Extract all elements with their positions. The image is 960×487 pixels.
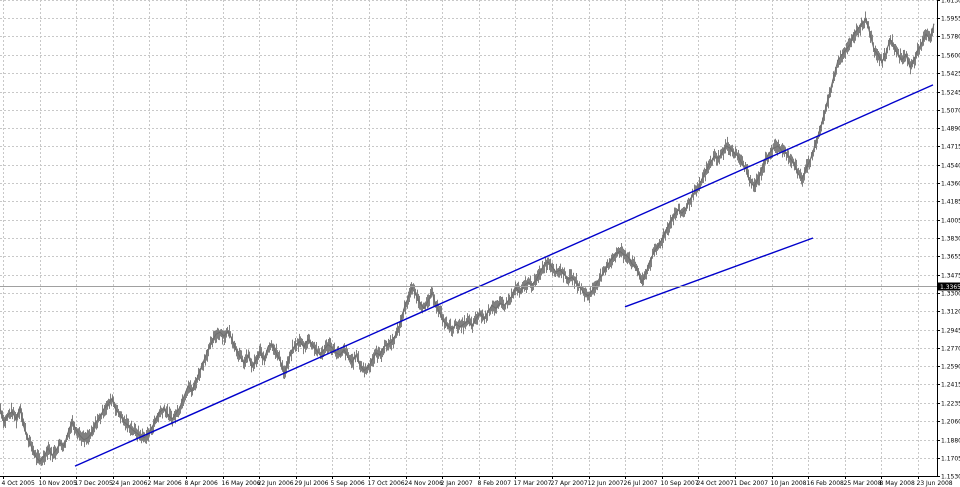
y-tick-label: 1.2945 <box>941 328 960 335</box>
y-tick-label: 1.4890 <box>941 126 960 133</box>
y-tick-label: 1.1880 <box>941 438 960 445</box>
price-line <box>0 17 935 463</box>
trendline <box>624 237 814 308</box>
x-tick-label: 22 Jun 2006 <box>258 480 294 487</box>
y-tick-label: 1.5955 <box>941 16 960 23</box>
y-tick-label: 1.3300 <box>941 291 960 298</box>
y-tick-label: 1.2770 <box>941 346 960 353</box>
y-tick-label: 1.3830 <box>941 236 960 243</box>
y-tick-label: 1.1530 <box>941 474 960 481</box>
y-tick-label: 1.5425 <box>941 71 960 78</box>
y-tick-label: 1.3655 <box>941 254 960 261</box>
x-tick-label: 8 May 2008 <box>880 480 915 487</box>
chart-grid <box>0 0 937 477</box>
x-tick-label: 10 Sep 2007 <box>661 480 699 487</box>
x-tick-label: 5 Sep 2006 <box>331 480 365 487</box>
x-tick-label: 1 Dec 2007 <box>734 480 769 487</box>
x-tick-label: 17 Dec 2005 <box>75 480 114 487</box>
y-tick-label: 1.4715 <box>941 144 960 151</box>
y-tick-label: 1.6130 <box>941 0 960 5</box>
x-tick-label: 24 Oct 2007 <box>697 480 734 487</box>
y-tick-label: 1.2235 <box>941 401 960 408</box>
x-tick-label: 25 Mar 2008 <box>844 480 882 487</box>
y-tick-label: 1.4540 <box>941 163 960 170</box>
current-price-tag <box>938 282 960 291</box>
x-tick-label: 17 Oct 2006 <box>368 480 405 487</box>
y-tick-label: 1.5245 <box>941 90 960 97</box>
trendlines <box>74 84 934 467</box>
x-tick-label: 12 Jun 2007 <box>588 480 624 487</box>
y-tick-label: 1.2590 <box>941 364 960 371</box>
x-tick-label: 8 Apr 2006 <box>185 480 218 487</box>
current-price-label: 1.3365 <box>940 284 960 291</box>
x-tick-label: 8 Feb 2007 <box>478 480 512 487</box>
x-tick-label: 24 Jan 2006 <box>112 480 148 487</box>
y-tick-label: 1.4360 <box>941 181 960 188</box>
x-tick-label: 10 Jan 2008 <box>771 480 807 487</box>
y-tick-label: 1.4185 <box>941 199 960 206</box>
x-tick-label: 27 Apr 2007 <box>551 480 588 487</box>
x-tick-label: 4 Oct 2005 <box>2 480 35 487</box>
x-tick-label: 29 Jul 2006 <box>295 480 329 487</box>
x-tick-label: 2 Jan 2007 <box>441 480 473 487</box>
y-tick-label: 1.2060 <box>941 419 960 426</box>
x-tick-label: 2 Mar 2006 <box>148 480 182 487</box>
y-tick-label: 1.3475 <box>941 273 960 280</box>
x-tick-label: 24 Nov 2006 <box>405 480 444 487</box>
x-tick-label: 16 May 2006 <box>222 480 261 487</box>
trendline <box>74 84 934 467</box>
y-tick-label: 1.1705 <box>941 456 960 463</box>
y-tick-label: 1.3120 <box>941 309 960 316</box>
x-tick-label: 23 Jun 2008 <box>917 480 953 487</box>
y-tick-label: 1.2415 <box>941 382 960 389</box>
x-tick-label: 16 Feb 2008 <box>807 480 845 487</box>
y-tick-label: 1.4005 <box>941 218 960 225</box>
y-tick-label: 1.5600 <box>941 53 960 60</box>
x-tick-label: 10 Nov 2005 <box>39 480 78 487</box>
y-tick-label: 1.5070 <box>941 108 960 115</box>
x-tick-label: 26 Jul 2007 <box>624 480 658 487</box>
price-series <box>0 11 935 466</box>
x-tick-label: 17 Mar 2007 <box>514 480 552 487</box>
y-tick-label: 1.5780 <box>941 34 960 41</box>
